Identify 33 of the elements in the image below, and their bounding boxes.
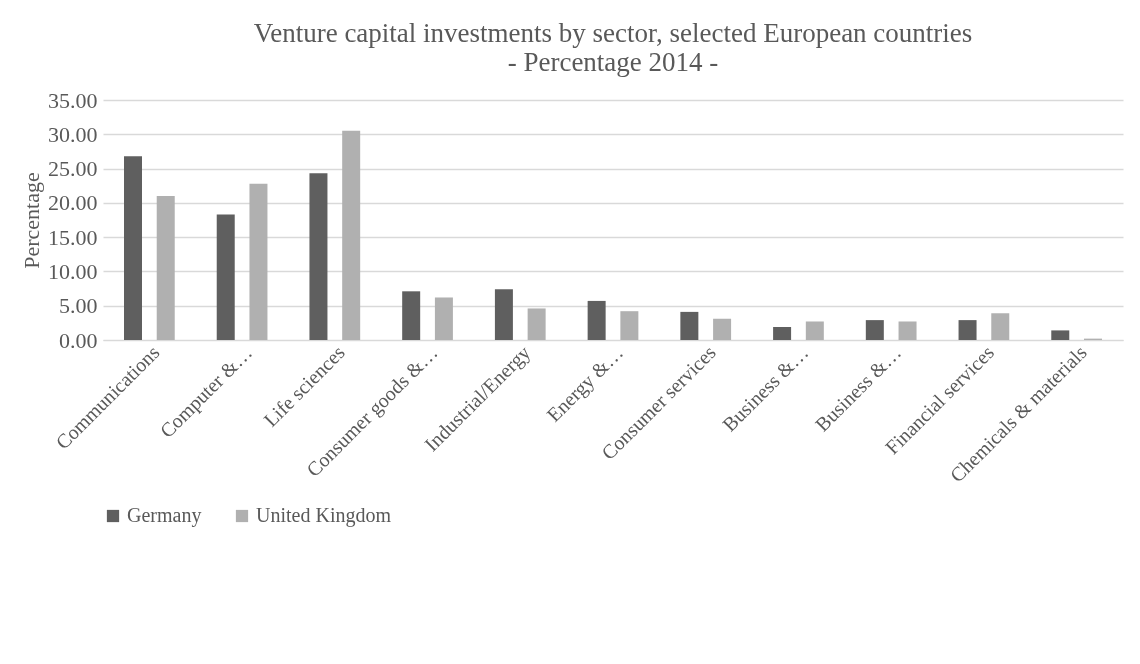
legend-label: Germany <box>127 504 202 527</box>
y-tick-label: 0.00 <box>59 327 98 353</box>
bar <box>1051 330 1070 340</box>
bar <box>713 318 732 340</box>
bar <box>309 173 328 340</box>
bar <box>865 320 884 340</box>
bar <box>898 321 917 340</box>
y-tick-label: 5.00 <box>59 293 98 319</box>
y-axis-title: Percentage <box>19 172 44 269</box>
bar <box>249 183 268 340</box>
bar <box>494 289 513 340</box>
bar <box>805 321 824 340</box>
bar <box>216 214 235 340</box>
chart-title: Venture capital investments by sector, selected European countries - Percentage 2014 - <box>253 18 973 77</box>
y-tick-label: 20.00 <box>48 190 98 216</box>
bar <box>620 311 639 340</box>
bar <box>958 320 977 340</box>
bar <box>680 311 699 340</box>
y-tick-label: 10.00 <box>48 258 98 284</box>
y-tick-label: 30.00 <box>48 121 98 147</box>
y-tick-label: 25.00 <box>48 156 98 182</box>
legend-label: United Kingdom <box>256 504 392 527</box>
bar <box>342 130 361 340</box>
bar <box>527 308 546 340</box>
bar <box>991 313 1010 340</box>
bar <box>124 156 142 340</box>
bar <box>402 291 421 340</box>
y-tick-label: 15.00 <box>48 224 98 250</box>
bar <box>434 297 453 340</box>
bar <box>587 300 606 340</box>
y-tick-label: 35.00 <box>48 87 98 113</box>
bar <box>773 326 792 340</box>
bar <box>156 196 175 340</box>
